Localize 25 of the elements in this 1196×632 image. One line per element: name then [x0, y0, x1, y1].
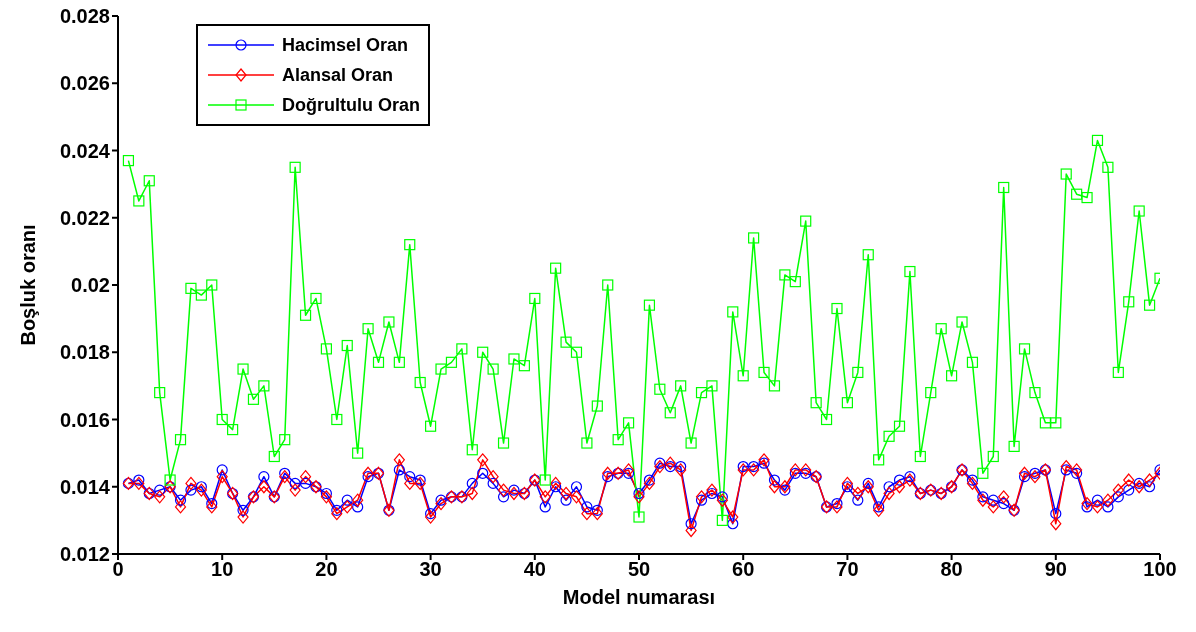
y-tick-label: 0.014 [59, 475, 111, 498]
y-tick-label: 0.028 [59, 5, 110, 28]
y-tick-label: 0.012 [59, 543, 110, 566]
x-tick-label: 10 [211, 558, 234, 581]
legend-label: Alansal Oran [282, 64, 394, 86]
x-tick-label: 30 [419, 558, 442, 581]
y-tick-label: 0.02 [71, 274, 110, 297]
y-axis-title: Boşluk oranı [17, 224, 40, 346]
legend-label: Doğrultulu Oran [282, 94, 420, 116]
y-tick-label: 0.022 [59, 206, 110, 229]
x-tick-label: 80 [940, 558, 963, 581]
x-tick-label: 100 [1143, 558, 1177, 581]
x-tick-label: 70 [836, 558, 859, 581]
x-axis-title: Model numarası [562, 586, 716, 608]
x-tick-label: 60 [732, 558, 755, 581]
x-tick-label: 90 [1044, 558, 1067, 581]
x-tick-label: 50 [627, 558, 651, 581]
x-tick-label: 0 [112, 558, 124, 581]
y-tick-label: 0.018 [59, 341, 110, 364]
y-tick-label: 0.016 [59, 408, 110, 431]
legend-label: Hacimsel Oran [282, 34, 409, 56]
x-tick-label: 40 [523, 558, 546, 581]
y-tick-label: 0.024 [59, 139, 111, 162]
x-tick-label: 20 [315, 558, 338, 581]
y-tick-label: 0.026 [59, 72, 110, 95]
